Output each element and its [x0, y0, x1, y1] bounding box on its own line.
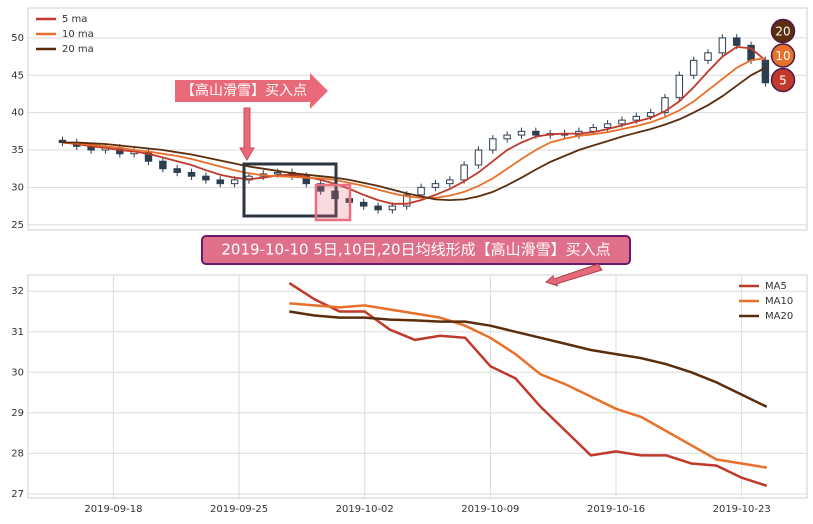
ma-line	[288, 282, 768, 487]
y-tick-label: 29	[11, 408, 24, 419]
annotation-arrow	[239, 107, 255, 161]
candle-body	[517, 130, 526, 136]
y-tick-label: 25	[11, 220, 24, 231]
y-tick-label: 50	[11, 33, 24, 44]
y-tick-label: 32	[11, 286, 24, 297]
candle-body	[403, 194, 411, 207]
candle-body	[532, 130, 540, 136]
candle-body	[187, 171, 196, 177]
candle-body	[173, 168, 181, 173]
y-tick-label: 30	[11, 367, 24, 378]
x-tick-label: 2019-10-09	[461, 504, 519, 515]
legend-label: 10 ma	[62, 29, 94, 40]
x-tick-label: 2019-10-16	[587, 504, 645, 515]
y-tick-label: 35	[11, 145, 24, 156]
badge-label: 5	[779, 74, 787, 88]
candle-body	[460, 164, 468, 181]
candle-body	[230, 179, 239, 185]
candle-body	[359, 201, 368, 207]
banner	[201, 235, 631, 265]
candle-body	[732, 37, 741, 46]
banner-text: 2019-10-10 5日,10日,20日均线形成【高山滑雪】买入点	[221, 241, 610, 259]
badge	[770, 18, 796, 44]
ma-line	[289, 302, 768, 469]
legend-label: 20 ma	[62, 44, 94, 55]
y-tick-label: 40	[11, 108, 24, 119]
x-tick-label: 2019-09-25	[210, 504, 268, 515]
candle-body	[316, 183, 325, 192]
candle-body	[202, 175, 210, 181]
candle-body	[216, 179, 224, 185]
badge-label: 20	[775, 25, 790, 39]
candle-body	[388, 205, 397, 211]
candle-body	[474, 149, 483, 166]
candle-body	[618, 119, 626, 125]
y-tick-label: 31	[11, 327, 24, 338]
legend-label: MA10	[765, 296, 793, 307]
y-tick-label: 27	[11, 489, 24, 500]
x-tick-label: 2019-09-18	[84, 504, 142, 515]
badge	[770, 43, 796, 68]
bottom-plot-area	[27, 274, 808, 499]
layer: 25 30 35 40 45 50 5 ma 10 ma 20 ma 20 10 5 27 28 29 30 3…	[11, 14, 807, 515]
legend-label: MA20	[765, 311, 793, 322]
badge	[770, 67, 796, 93]
candle-body	[661, 97, 669, 114]
candle-body	[646, 112, 655, 117]
candle-body	[704, 52, 712, 61]
candle-body	[417, 186, 425, 196]
candle-body	[503, 134, 511, 140]
x-tick-label: 2019-10-23	[713, 504, 771, 515]
candle-body	[446, 179, 454, 185]
highlight-box	[314, 183, 352, 222]
candle-body	[273, 171, 282, 175]
candle-body	[374, 205, 382, 211]
ma-line	[62, 67, 766, 202]
candle-body	[632, 115, 641, 121]
legend-label: MA5	[765, 281, 787, 292]
candle-body	[689, 59, 698, 76]
y-tick-label: 45	[11, 70, 24, 81]
highlight-box	[242, 162, 338, 218]
candle-body	[761, 59, 770, 84]
banner-arrow	[545, 263, 603, 287]
ma-line	[62, 57, 766, 199]
legend-label: 5 ma	[62, 14, 87, 25]
x-tick-label: 2019-10-02	[336, 504, 394, 515]
y-tick-label: 30	[11, 182, 24, 193]
candle-body	[718, 37, 727, 54]
annotation-arrow	[175, 73, 328, 109]
annotation: 【高山滑雪】买入点	[181, 82, 307, 99]
candle-body	[489, 138, 497, 151]
candle-body	[159, 160, 167, 170]
ma-line	[62, 45, 766, 205]
candle-body	[603, 123, 612, 129]
candle-body	[675, 74, 684, 99]
ma-line	[289, 310, 768, 408]
y-tick-label: 28	[11, 448, 24, 459]
candle-body	[431, 183, 440, 188]
badge-label: 10	[775, 49, 790, 63]
